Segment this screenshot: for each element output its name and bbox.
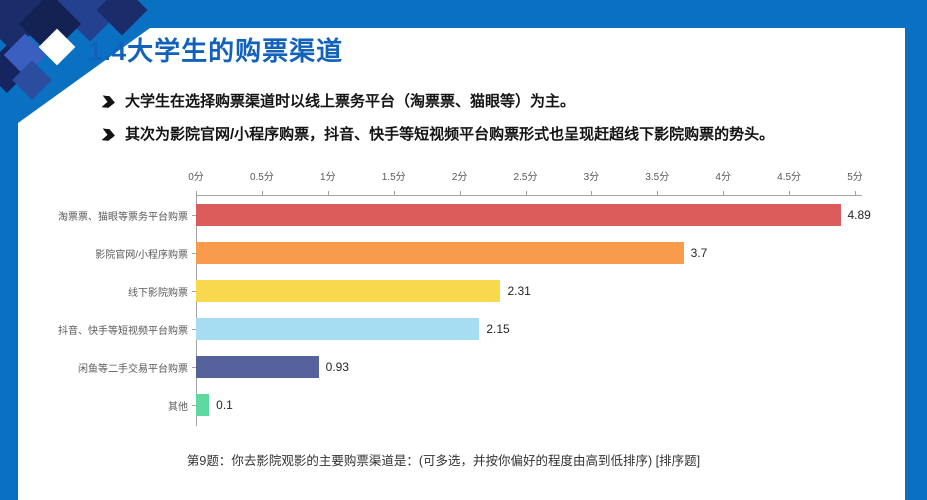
diamond-shape	[3, 33, 47, 77]
bar-row: 抖音、快手等短视频平台购票 2.15	[56, 310, 886, 348]
bullet-item: 大学生在选择购票渠道时以线上票务平台（淘票票、猫眼等）为主。	[102, 92, 774, 112]
bar	[196, 242, 684, 264]
x-tick-mark	[789, 191, 791, 195]
x-tick-mark	[196, 191, 197, 195]
x-tick-label: 3分	[583, 172, 600, 183]
x-tick-mark	[327, 191, 329, 195]
x-axis-line	[196, 191, 862, 196]
bar-row: 淘票票、猫眼等票务平台购票 4.89	[56, 196, 886, 234]
arrow-right-icon	[101, 95, 115, 108]
value-label: 0.93	[325, 360, 349, 374]
category-label: 其他	[168, 401, 188, 413]
bar-row: 闲鱼等二手交易平台购票 0.93	[56, 348, 886, 386]
x-tick-label: 1分	[320, 172, 336, 183]
bullet-item: 其次为影院官网/小程序购票，抖音、快手等短视频平台购票形式也呈现赶超线下影院购票…	[102, 125, 774, 145]
x-tick-label: 3.5分	[645, 172, 670, 183]
x-tick-mark	[525, 191, 527, 195]
y-axis-line	[196, 195, 197, 426]
category-label: 抖音、快手等短视频平台购票	[58, 325, 188, 337]
bullet-list: 大学生在选择购票渠道时以线上票务平台（淘票票、猫眼等）为主。 其次为影院官网/小…	[102, 92, 774, 158]
bar	[196, 280, 501, 302]
value-label: 3.7	[690, 246, 708, 260]
source-question-note: 第9题：你去影院观影的主要购票渠道是：(可多选，并按你偏好的程度由高到低排序) …	[186, 454, 701, 468]
x-tick-label: 1.5分	[381, 172, 406, 183]
category-label: 线下影院购票	[128, 287, 188, 299]
x-tick-label: 0分	[188, 172, 204, 183]
bullet-text: 大学生在选择购票渠道时以线上票务平台（淘票票、猫眼等）为主。	[125, 93, 576, 110]
x-tick-mark	[855, 191, 856, 195]
bar-chart: 0分 0.5分 1分 1.5分 2分 2.5分 3分 3.5分 4分 4.5分 5分 淘票票、猫眼等…	[56, 168, 886, 428]
content-panel	[18, 28, 905, 500]
x-axis: 0分 0.5分 1分 1.5分 2分 2.5分 3分 3.5分 4分 4.5分 5分	[188, 168, 863, 184]
category-label: 影院官网/小程序购票	[95, 249, 188, 261]
diamond-shape	[38, 28, 76, 66]
bar	[196, 356, 319, 378]
value-label: 4.89	[847, 208, 871, 222]
chart-rows: 淘票票、猫眼等票务平台购票 4.89 影院官网/小程序购票 3.7 线下影院购票 2.31…	[56, 196, 886, 424]
x-tick-mark	[393, 191, 395, 195]
x-tick-mark	[657, 191, 659, 195]
x-tick-mark	[459, 191, 461, 195]
x-tick-mark	[591, 191, 593, 195]
bar-row: 影院官网/小程序购票 3.7	[56, 234, 886, 272]
bar	[196, 394, 210, 416]
x-tick-label: 2分	[451, 172, 468, 183]
bar	[196, 204, 841, 226]
category-label: 淘票票、猫眼等票务平台购票	[58, 211, 188, 223]
arrow-right-icon	[101, 128, 115, 141]
x-tick-mark	[723, 191, 725, 195]
x-tick-label: 0.5分	[249, 172, 274, 183]
x-tick-mark	[261, 191, 263, 195]
x-tick-label: 5分	[847, 172, 863, 183]
page-title: 1.4大学生的购票渠道	[88, 36, 344, 66]
diamond-shape	[0, 44, 32, 94]
x-tick-label: 4.5分	[777, 172, 802, 183]
diamond-shape	[0, 0, 55, 53]
category-label: 闲鱼等二手交易平台购票	[78, 363, 188, 375]
bullet-text: 其次为影院官网/小程序购票，抖音、快手等短视频平台购票形式也呈现赶超线下影院购票…	[125, 126, 775, 143]
value-label: 0.1	[216, 398, 233, 412]
value-label: 2.15	[486, 322, 510, 336]
diamond-shape	[12, 60, 52, 100]
bar-row: 线下影院购票 2.31	[56, 272, 886, 310]
bar-row: 其他 0.1	[56, 386, 886, 424]
value-label: 2.31	[507, 284, 531, 298]
diamond-shape	[18, 0, 82, 56]
x-tick-label: 2.5分	[513, 172, 538, 183]
bar	[196, 318, 480, 340]
x-tick-label: 4分	[715, 172, 731, 183]
